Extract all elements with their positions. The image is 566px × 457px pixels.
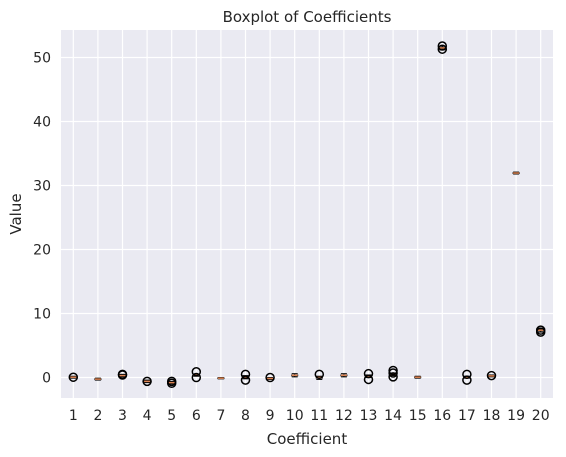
outlier-point xyxy=(486,370,497,381)
boxes xyxy=(68,41,546,389)
outlier-point xyxy=(363,374,374,385)
outlier-point xyxy=(437,44,448,54)
outlier-point xyxy=(191,372,202,383)
outlier-point xyxy=(437,41,448,51)
x-tick-label: 20 xyxy=(532,408,550,424)
outlier-point xyxy=(265,372,275,383)
outlier-point xyxy=(68,372,79,382)
box-6 xyxy=(191,367,202,383)
outlier-point xyxy=(363,368,374,379)
outlier-point xyxy=(240,369,251,380)
outlier-point xyxy=(388,372,398,382)
x-tick-labels: 1 2 3 4 5 6 7 8 9 10 11 12 13 14 15 16 17 18 19 20 xyxy=(69,408,550,424)
outlier-point xyxy=(240,375,251,385)
x-tick-label: 5 xyxy=(167,408,176,424)
outlier-point xyxy=(462,369,472,380)
x-tick-label: 12 xyxy=(335,408,353,424)
x-tick-label: 9 xyxy=(266,408,275,424)
outlier-point xyxy=(142,376,152,387)
x-tick-label: 14 xyxy=(384,408,402,424)
x-tick-label: 2 xyxy=(93,408,102,424)
x-tick-label: 19 xyxy=(507,408,525,424)
box-7 xyxy=(217,377,225,380)
outlier-point xyxy=(462,375,472,385)
box-4 xyxy=(142,376,152,387)
box-8 xyxy=(240,369,251,385)
x-tick-label: 4 xyxy=(143,408,152,424)
x-tick-label: 15 xyxy=(409,408,427,424)
box-11 xyxy=(314,369,325,380)
y-axis-label: Value xyxy=(7,193,25,234)
outlier-point xyxy=(166,376,177,387)
box-9 xyxy=(265,372,275,383)
outlier-point xyxy=(535,327,546,337)
box-12 xyxy=(340,373,348,378)
y-tick-label: 0 xyxy=(42,371,51,387)
x-tick-label: 16 xyxy=(433,408,451,424)
box-17 xyxy=(462,369,472,385)
y-tick-label: 50 xyxy=(33,51,51,67)
x-tick-label: 6 xyxy=(192,408,201,424)
box-20 xyxy=(535,325,546,337)
box-18 xyxy=(486,370,497,381)
x-axis-label: Coefficient xyxy=(267,430,348,448)
outlier-point xyxy=(314,369,325,380)
x-tick-label: 3 xyxy=(118,408,127,424)
y-tick-label: 10 xyxy=(33,307,51,323)
x-tick-label: 8 xyxy=(241,408,250,424)
x-tick-label: 11 xyxy=(310,408,328,424)
box-15 xyxy=(414,375,422,379)
y-tick-label: 30 xyxy=(33,179,51,195)
box-2 xyxy=(94,377,102,381)
y-tick-labels: 0 10 20 30 40 50 xyxy=(33,51,51,387)
x-tick-label: 10 xyxy=(286,408,304,424)
y-tick-label: 20 xyxy=(33,243,51,259)
x-tick-label: 7 xyxy=(216,408,225,424)
plot-area xyxy=(61,30,553,398)
x-tick-label: 18 xyxy=(483,408,501,424)
x-tick-label: 13 xyxy=(360,408,378,424)
box-13 xyxy=(363,368,374,385)
box-14 xyxy=(388,365,398,382)
outlier-point xyxy=(117,370,128,380)
outlier-point xyxy=(191,367,202,377)
x-tick-label: 17 xyxy=(458,408,476,424)
x-tick-label: 1 xyxy=(69,408,78,424)
box-3 xyxy=(117,369,128,380)
chart-title: Boxplot of Coefficients xyxy=(223,8,392,26)
box-1 xyxy=(68,372,79,382)
box-16 xyxy=(437,41,448,54)
outlier-point xyxy=(388,368,398,378)
box-19 xyxy=(512,171,520,175)
y-tick-label: 40 xyxy=(33,115,51,131)
box-5 xyxy=(166,376,177,389)
box-10 xyxy=(291,373,299,378)
